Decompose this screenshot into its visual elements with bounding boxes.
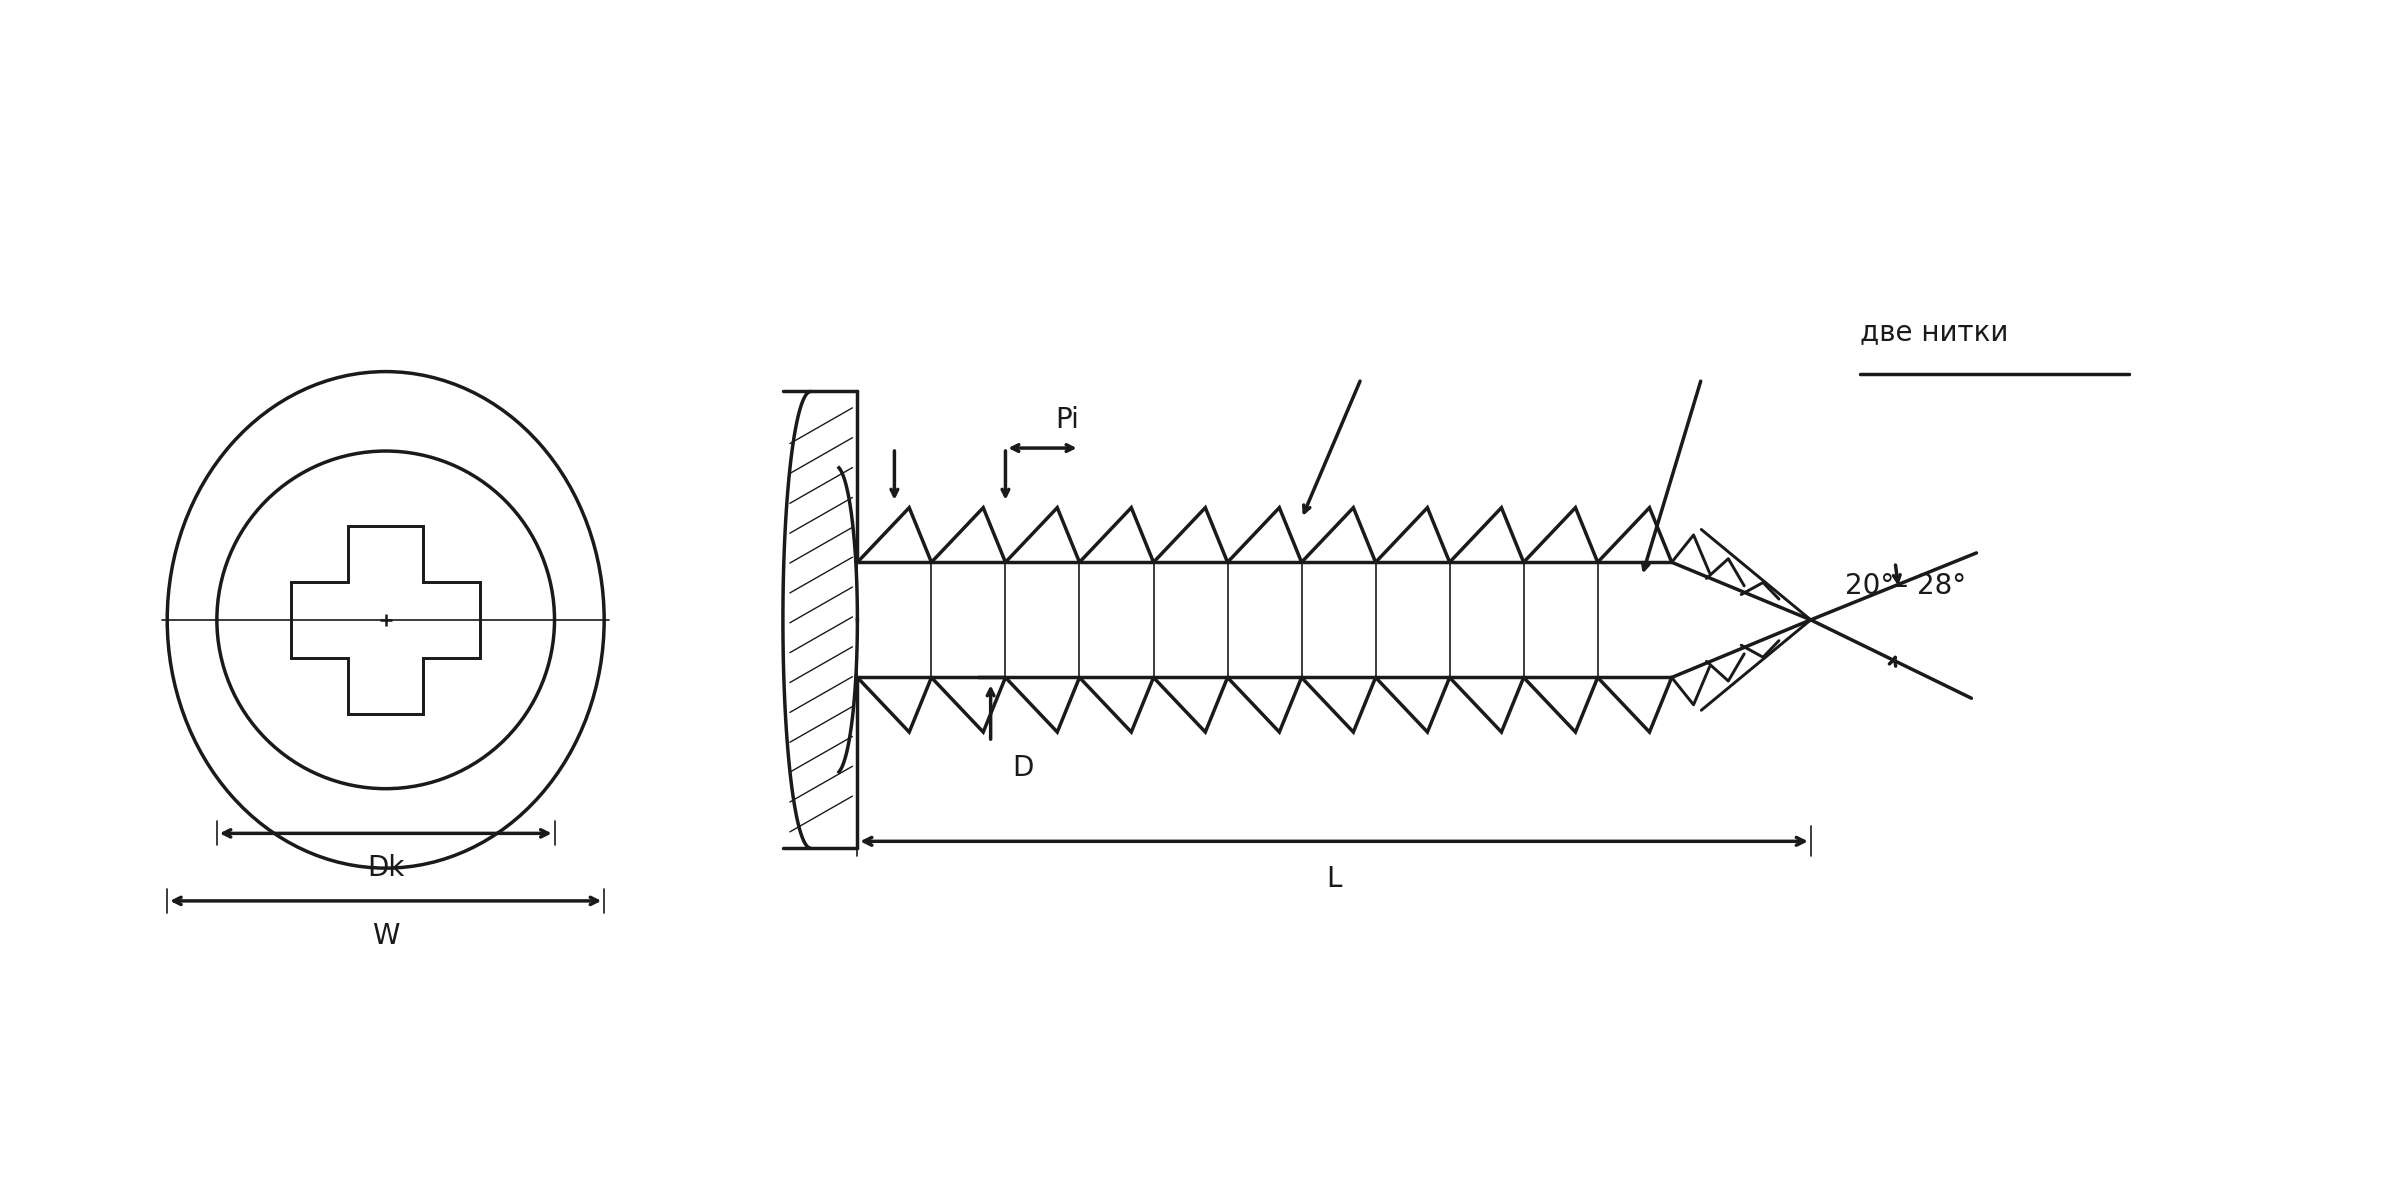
Text: Pi: Pi: [1056, 407, 1080, 434]
Text: W: W: [372, 922, 398, 949]
Text: 20°– 28°: 20°– 28°: [1846, 572, 1966, 600]
Text: L: L: [1327, 865, 1342, 893]
Text: две нитки: две нитки: [1860, 318, 2009, 346]
Text: Dk: Dk: [367, 854, 403, 882]
Text: D: D: [1013, 754, 1034, 782]
